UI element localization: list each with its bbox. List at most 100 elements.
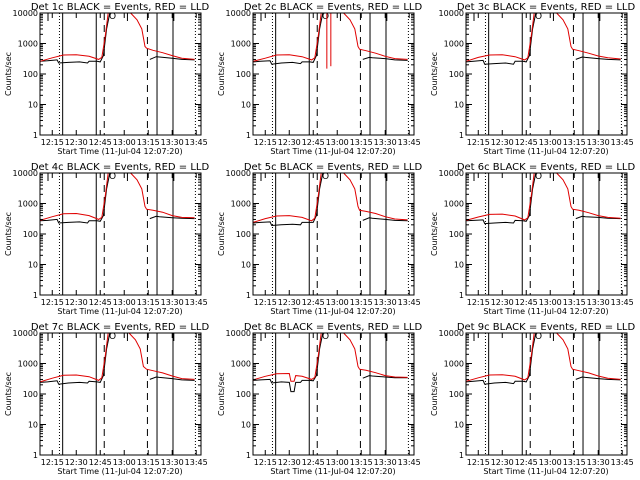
lld-series-line (39, 12, 109, 62)
bracket-mark (173, 172, 182, 181)
lld-series-line (343, 332, 408, 378)
x-tick-label: 13:00 (113, 138, 136, 147)
y-tick-label: 1000 (18, 360, 38, 369)
lld-series-line (130, 12, 195, 60)
x-tick-label: 12:30 (65, 138, 88, 147)
x-tick-label: 13:15 (350, 458, 373, 467)
x-tick-label: 13:45 (185, 458, 208, 467)
y-tick-label: 1 (33, 131, 38, 140)
x-tick-label: 12:30 (65, 298, 88, 307)
y-tick-label: 10 (28, 261, 38, 270)
events-series-line (39, 332, 111, 385)
x-tick-label: 12:45 (302, 298, 325, 307)
y-tick-label: 100 (236, 230, 251, 239)
y-axis-label: Counts/sec (4, 52, 13, 96)
y-tick-label: 1000 (444, 200, 464, 209)
x-tick-label: 13:45 (611, 298, 634, 307)
x-tick-label: 12:45 (89, 138, 112, 147)
events-series-line (149, 376, 195, 381)
x-tick-label: 12:45 (89, 458, 112, 467)
panel-title: Det 6c BLACK = Events, RED = LLD (457, 162, 636, 173)
y-tick-label: 100 (449, 390, 464, 399)
x-tick-label: 13:30 (161, 138, 184, 147)
x-tick-label: 12:45 (302, 138, 325, 147)
events-series-line (252, 12, 324, 65)
plot-frame (39, 332, 202, 456)
lld-series-line (128, 332, 195, 380)
events-series-line (465, 172, 537, 225)
lld-series-line (252, 332, 322, 382)
x-axis-label: Start Time (11-Jul-04 12:07:20) (483, 467, 608, 476)
x-tick-label: 12:15 (467, 458, 490, 467)
bracket-mark (473, 332, 486, 341)
y-tick-label: 1 (33, 451, 38, 460)
x-tick-label: 12:15 (467, 138, 490, 147)
x-tick-label: 13:00 (113, 298, 136, 307)
panel-title: Det 4c BLACK = Events, RED = LLD (31, 162, 210, 173)
y-axis-label: Counts/sec (217, 372, 226, 416)
y-tick-label: 10000 (13, 329, 38, 338)
panel-title: Det 8c BLACK = Events, RED = LLD (244, 322, 423, 333)
x-tick-label: 12:15 (41, 138, 64, 147)
lld-series-line (465, 172, 535, 221)
x-axis-label: Start Time (11-Jul-04 12:07:20) (57, 467, 182, 476)
plot-frame (39, 172, 202, 296)
x-tick-label: 13:00 (326, 458, 349, 467)
x-tick-label: 13:45 (611, 138, 634, 147)
saturation-marker: O (322, 332, 329, 342)
y-tick-label: 1 (246, 131, 251, 140)
x-tick-label: 13:00 (113, 458, 136, 467)
lld-series-line (252, 172, 322, 223)
x-tick-label: 12:15 (254, 138, 277, 147)
lld-series-line (465, 332, 535, 382)
y-tick-label: 1 (459, 451, 464, 460)
y-tick-label: 10000 (226, 329, 251, 338)
x-tick-label: 13:30 (374, 138, 397, 147)
bracket-mark (473, 172, 486, 181)
events-series-line (362, 56, 408, 61)
y-tick-label: 100 (23, 390, 38, 399)
y-tick-label: 1 (459, 291, 464, 300)
x-axis-label: Start Time (11-Jul-04 12:07:20) (270, 467, 395, 476)
bracket-mark (599, 332, 608, 341)
x-tick-label: 12:15 (467, 298, 490, 307)
y-tick-label: 10000 (226, 9, 251, 18)
y-tick-label: 1 (33, 291, 38, 300)
x-tick-label: 12:45 (89, 298, 112, 307)
saturation-marker: O (535, 172, 542, 182)
x-tick-label: 12:15 (41, 298, 64, 307)
lld-series-line (130, 172, 195, 219)
y-axis-label: Counts/sec (430, 52, 439, 96)
y-tick-label: 1000 (444, 360, 464, 369)
y-tick-label: 1 (246, 451, 251, 460)
panel-title: Det 3c BLACK = Events, RED = LLD (457, 2, 636, 13)
y-tick-label: 1000 (18, 200, 38, 209)
bracket-mark (473, 12, 486, 21)
lld-series-line (465, 12, 535, 62)
x-axis-label: Start Time (11-Jul-04 12:07:20) (483, 147, 608, 156)
plot-frame (252, 332, 415, 456)
x-tick-label: 13:45 (398, 138, 421, 147)
y-tick-label: 100 (23, 230, 38, 239)
lld-series-line (343, 12, 408, 60)
events-series-line (575, 215, 621, 220)
x-tick-label: 13:00 (539, 298, 562, 307)
y-tick-label: 10000 (439, 9, 464, 18)
bracket-mark (260, 332, 273, 341)
x-tick-label: 13:45 (611, 458, 634, 467)
y-tick-label: 1 (246, 291, 251, 300)
panel-title: Det 1c BLACK = Events, RED = LLD (31, 2, 210, 13)
x-axis-label: Start Time (11-Jul-04 12:07:20) (270, 147, 395, 156)
y-tick-label: 10 (454, 421, 464, 430)
y-tick-label: 100 (236, 70, 251, 79)
bracket-mark (260, 172, 273, 181)
lld-series-line (556, 12, 621, 60)
x-tick-label: 13:45 (185, 298, 208, 307)
x-tick-label: 13:30 (587, 138, 610, 147)
